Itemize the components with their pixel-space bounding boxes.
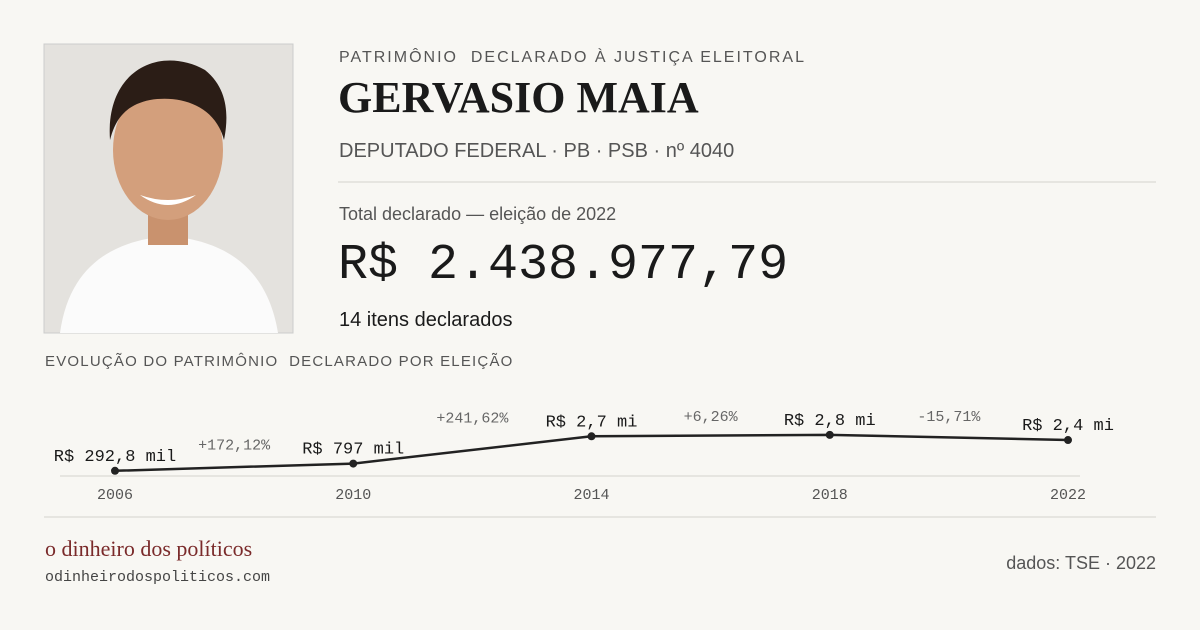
point <box>825 430 834 439</box>
value-label: R$ 2,8 mi <box>784 412 876 431</box>
brand: o dinheiro dos políticos <box>45 536 252 561</box>
source: dados: TSE · 2022 <box>1006 553 1156 573</box>
name: GERVASIO MAIA <box>338 73 699 122</box>
change-label: -15,71% <box>917 409 981 426</box>
point <box>587 432 596 441</box>
value-label: R$ 2,7 mi <box>546 413 638 432</box>
point <box>111 466 119 475</box>
total-label: Total declarado — eleição de 2022 <box>339 204 616 224</box>
chart-title: EVOLUÇÃO DO PATRIMÔNIO DECLARADO POR ELE… <box>45 353 514 370</box>
change-label: +172,12% <box>198 438 271 455</box>
value-label: R$ 292,8 mil <box>54 448 176 467</box>
role: DEPUTADO FEDERAL · PB · PSB · nº 4040 <box>339 140 734 162</box>
photo <box>43 43 294 334</box>
x-tick-label: 2014 <box>573 487 609 504</box>
value-label: R$ 2,4 mi <box>1022 417 1114 436</box>
x-tick-label: 2006 <box>97 487 133 504</box>
total-amount: R$ 2.438.977,79 <box>338 237 788 294</box>
point <box>1064 436 1072 445</box>
change-label: +241,62% <box>436 410 509 427</box>
change-label: +6,26% <box>684 409 739 426</box>
kicker: PATRIMÔNIO DECLARADO À JUSTIÇA ELEITORAL <box>339 47 806 66</box>
item-count: 14 itens declarados <box>339 309 512 331</box>
point <box>349 459 358 468</box>
x-tick-label: 2022 <box>1050 487 1086 504</box>
url: odinheirodospoliticos.com <box>45 569 270 586</box>
x-tick-label: 2018 <box>812 487 848 504</box>
x-tick-label: 2010 <box>335 487 371 504</box>
value-label: R$ 797 mil <box>302 441 404 460</box>
